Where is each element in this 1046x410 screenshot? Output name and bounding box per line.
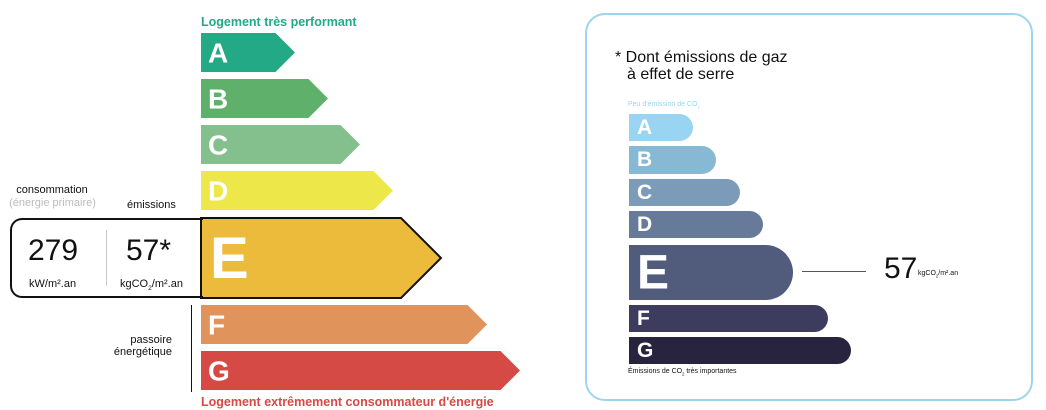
ges-panel: [585, 13, 1033, 401]
ges-class-letter: E: [637, 246, 670, 299]
ges-title-line1: * Dont émissions de gaz: [615, 49, 788, 66]
energy-class-a-arrow: [201, 33, 295, 72]
unit-pre: kgCO: [918, 270, 936, 277]
cap-pre: Émissions de CO: [628, 368, 683, 375]
energy-class-g-arrow: [201, 351, 520, 390]
unit-pre: kgCO: [120, 278, 149, 290]
energy-class-letter: G: [208, 356, 230, 387]
energy-class-letter: B: [208, 84, 228, 115]
ges-class-letter: C: [637, 180, 653, 204]
energy-class-f-arrow: [201, 305, 487, 344]
emissions-value: 57*: [126, 234, 172, 267]
ges-unit: kgCO2/m².an: [918, 270, 958, 278]
consumption-label: consommation: [16, 184, 88, 196]
energy-class-letter: A: [208, 38, 228, 69]
ges-class-b-bar: B: [629, 146, 716, 174]
energy-class-e-arrow: [200, 217, 443, 299]
consumption-value: 279: [28, 234, 79, 267]
ges-class-f-bar: F: [629, 305, 828, 332]
energy-class-c-arrow: [201, 125, 360, 164]
ges-class-letter: A: [637, 115, 653, 139]
energy-class-letter: D: [208, 176, 228, 207]
ges-class-c-bar: C: [629, 179, 740, 206]
energy-class-b-arrow: [201, 79, 328, 118]
energy-class-letter: E: [210, 226, 249, 291]
divider: [106, 230, 107, 286]
ges-class-letter: G: [637, 338, 654, 362]
top-caption: Logement très performant: [201, 15, 357, 29]
passoire-line1: passoire: [130, 334, 172, 346]
ges-pointer-line: [802, 271, 866, 272]
unit-sub: 2: [935, 273, 939, 279]
ges-class-a-bar: A: [629, 114, 693, 141]
cap-pre: Peu d'émission de CO: [628, 101, 698, 108]
cap-sub: 2: [682, 371, 685, 377]
ges-class-letter: D: [637, 212, 653, 236]
bottom-caption: Logement extrêmement consommateur d'éner…: [201, 395, 494, 409]
passoire-bracket: [191, 305, 192, 392]
value-box: [10, 218, 203, 298]
ges-class-g-bar: G: [629, 337, 851, 364]
consumption-unit: kW/m².an: [29, 278, 77, 290]
ges-bottom-caption: Émissions de CO2 très importantes: [628, 368, 737, 376]
unit-post: /m².an: [938, 270, 959, 277]
passoire-label: passoire énergétique: [90, 334, 172, 358]
ges-class-e-bar: E: [629, 245, 793, 300]
emissions-unit: kgCO2/m².an: [120, 278, 183, 292]
energy-class-letter: F: [208, 310, 225, 341]
ges-title: * Dont émissions de gaz à effet de serre: [615, 49, 788, 83]
ges-class-letter: B: [637, 148, 653, 171]
energy-class-letter: C: [208, 130, 228, 161]
consumption-sublabel: (énergie primaire): [9, 197, 96, 209]
cap-post: très importantes: [684, 368, 737, 375]
unit-post: /m².an: [151, 278, 183, 290]
ges-class-letter: F: [637, 306, 650, 330]
passoire-line2: énergétique: [113, 346, 172, 358]
ges-title-line2: à effet de serre: [627, 66, 735, 83]
emissions-label: émissions: [127, 199, 176, 211]
unit-sub: 2: [148, 285, 152, 293]
cap-sub: 2: [697, 104, 700, 110]
ges-value: 57: [884, 252, 918, 285]
energy-class-d-arrow: [201, 171, 393, 210]
ges-class-d-bar: D: [629, 211, 763, 238]
ges-top-caption: Peu d'émission de CO2: [628, 101, 700, 109]
